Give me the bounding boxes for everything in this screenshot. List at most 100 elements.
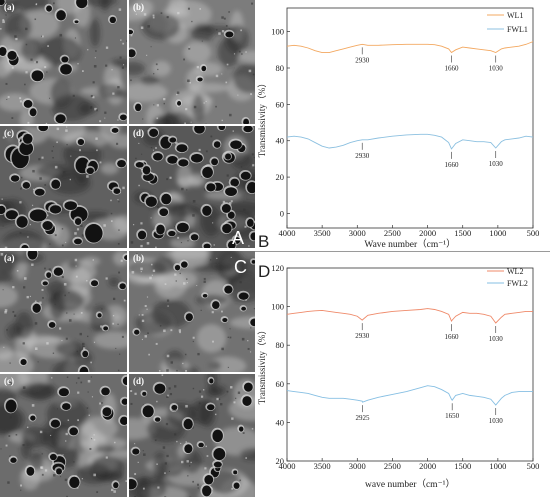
pore <box>49 205 62 214</box>
surface-grain <box>180 442 182 445</box>
surface-grain <box>168 470 170 472</box>
surface-grain <box>174 226 176 228</box>
pore <box>119 114 127 121</box>
surface-grain <box>233 401 236 404</box>
x-tick-label: 1000 <box>489 461 506 471</box>
surface-grain <box>244 225 247 228</box>
surface-grain <box>155 63 158 66</box>
surface-grain <box>48 268 51 271</box>
surface-grain <box>93 341 96 343</box>
surface-grain <box>188 47 191 50</box>
surface-grain <box>247 347 250 350</box>
surface-grain <box>5 14 7 16</box>
surface-grain <box>136 255 139 257</box>
surface-grain <box>70 155 72 157</box>
surface-grain <box>150 146 153 149</box>
surface-grain <box>192 199 196 203</box>
y-axis-label: Transmissivity（%） <box>257 326 267 405</box>
panel-divider <box>255 251 550 252</box>
surface-grain <box>231 417 234 420</box>
surface-grain <box>239 479 242 482</box>
surface-grain <box>31 263 34 266</box>
surface-grain <box>34 300 37 303</box>
surface-grain <box>176 91 180 94</box>
pore <box>167 156 178 164</box>
surface-grain <box>118 200 120 203</box>
surface-grain <box>47 45 49 47</box>
surface-grain <box>173 385 177 388</box>
pore <box>240 171 251 180</box>
surface-grain <box>185 108 188 111</box>
pore <box>102 407 112 417</box>
surface-grain <box>77 377 80 380</box>
peak-annotation: 1660 <box>444 333 459 341</box>
surface-grain <box>153 104 155 106</box>
surface-grain <box>159 325 162 327</box>
surface-grain <box>31 204 34 206</box>
surface-grain <box>230 386 233 389</box>
surface-grain <box>86 175 89 178</box>
surface-grain <box>12 286 15 289</box>
surface-grain <box>250 327 252 329</box>
surface-grain <box>86 407 89 409</box>
pore <box>233 482 240 489</box>
pore <box>181 261 188 268</box>
surface-grain <box>170 329 173 332</box>
surface-grain <box>87 379 91 383</box>
surface-grain <box>38 158 41 161</box>
surface-grain <box>177 236 180 239</box>
panel-letter-c: C <box>234 257 247 277</box>
surface-grain <box>251 2 254 5</box>
surface-grain <box>137 461 139 463</box>
surface-grain <box>34 18 37 21</box>
surface-grain <box>125 480 127 482</box>
surface-grain <box>191 426 194 429</box>
surface-grain <box>183 58 186 61</box>
surface-grain <box>74 232 77 235</box>
surface-grain <box>183 282 186 285</box>
surface-grain <box>2 20 5 24</box>
pore <box>227 241 236 248</box>
surface-grain <box>61 244 64 247</box>
surface-grain <box>140 267 143 271</box>
surface-grain <box>39 430 43 434</box>
surface-grain <box>68 319 72 322</box>
surface-grain <box>35 3 38 5</box>
surface-grain <box>228 11 230 13</box>
surface-grain <box>186 460 189 463</box>
legend-label: FWL2 <box>507 279 528 288</box>
pore <box>213 461 222 468</box>
surface-grain <box>190 461 192 464</box>
pore <box>142 166 151 175</box>
surface-highlight <box>129 82 168 103</box>
surface-grain <box>198 402 201 405</box>
surface-grain <box>166 454 169 458</box>
surface-highlight <box>229 316 255 329</box>
surface-grain <box>112 315 115 317</box>
surface-grain <box>120 259 123 262</box>
pore <box>50 419 61 428</box>
surface-grain <box>121 335 124 338</box>
pore <box>169 137 177 143</box>
surface-grain <box>203 102 205 104</box>
surface-grain <box>155 342 158 345</box>
surface-shadow <box>49 171 91 195</box>
pore <box>178 159 189 167</box>
surface-grain <box>105 277 108 280</box>
surface-grain <box>241 337 245 341</box>
pore <box>145 196 157 207</box>
surface-grain <box>80 224 83 227</box>
surface-grain <box>61 228 64 230</box>
surface-shadow <box>0 404 21 435</box>
surface-grain <box>89 106 93 110</box>
surface-grain <box>40 466 43 469</box>
pore <box>101 387 110 396</box>
surface-grain <box>41 35 43 38</box>
surface-grain <box>130 79 132 82</box>
pore <box>19 141 34 156</box>
surface-grain <box>95 109 98 112</box>
surface-grain <box>164 283 167 285</box>
surface-grain <box>203 280 206 283</box>
surface-shadow <box>46 280 67 297</box>
pore <box>49 453 57 461</box>
